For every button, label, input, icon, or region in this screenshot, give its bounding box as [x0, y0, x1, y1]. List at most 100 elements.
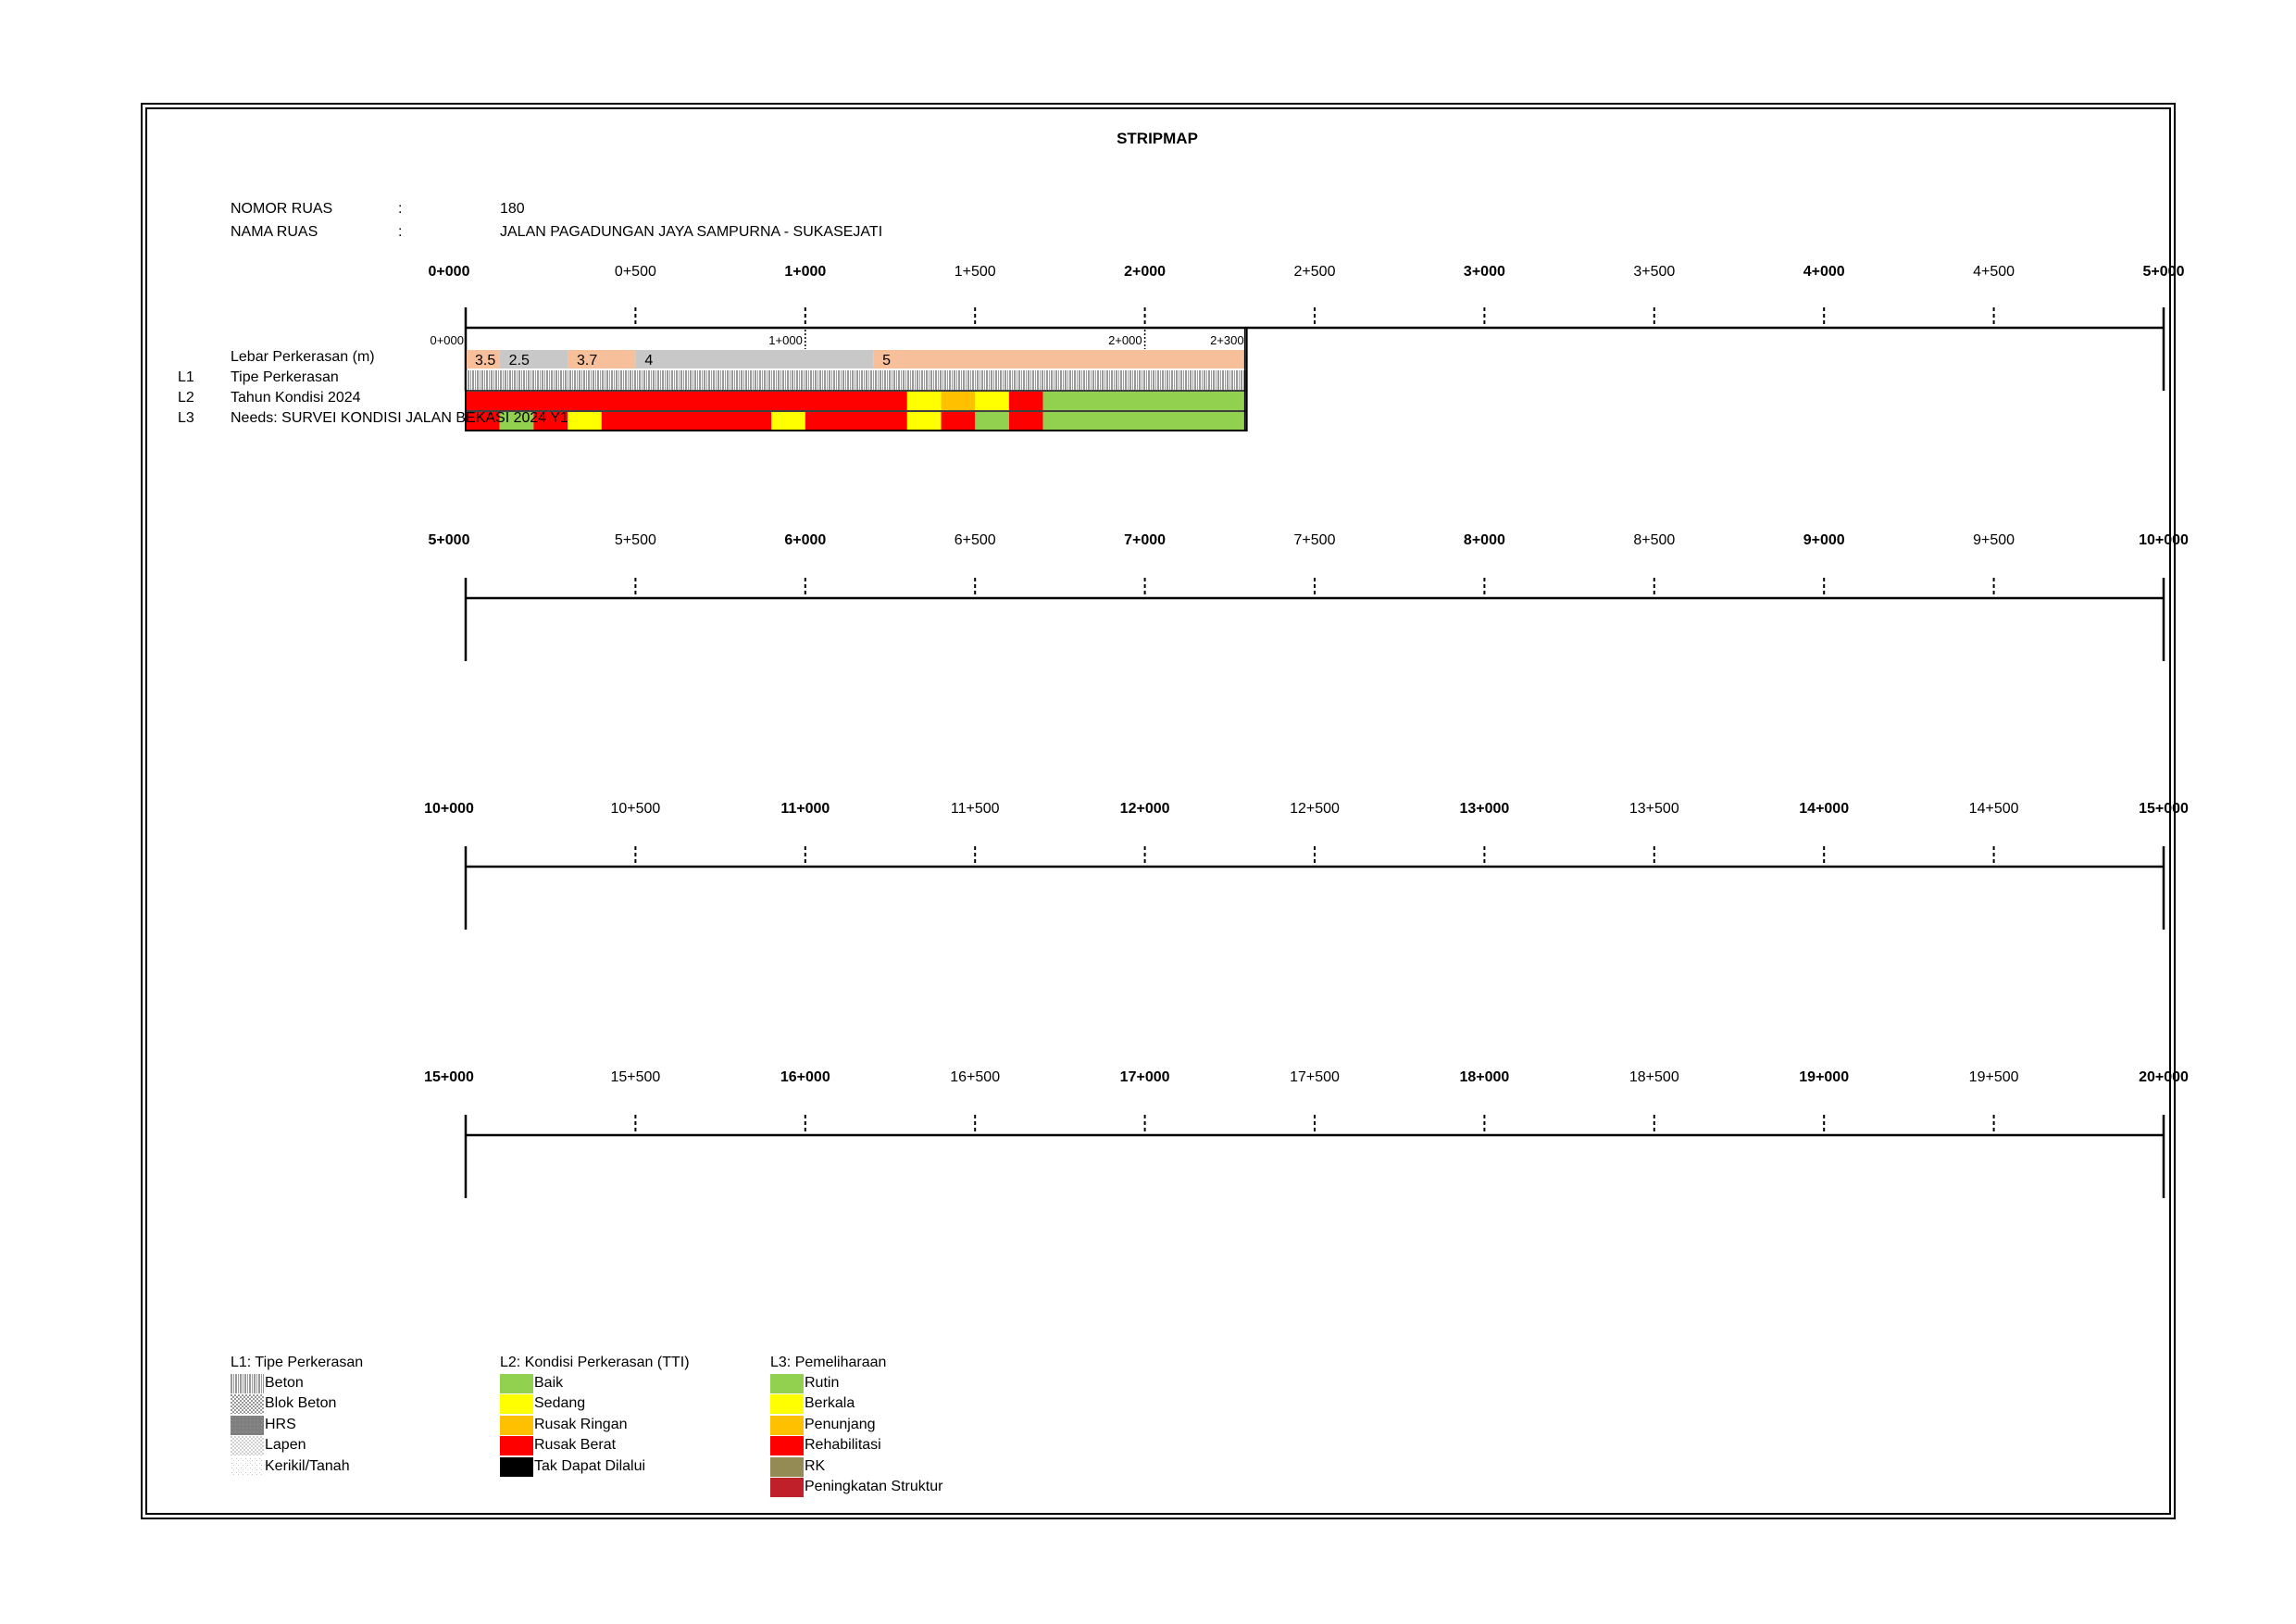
nama-ruas-label: NAMA RUAS	[231, 224, 318, 240]
axis-tick-label: 14+000	[1799, 801, 1849, 817]
legend-label: Rutin	[805, 1375, 840, 1391]
legend-item: Blok Beton	[231, 1393, 363, 1415]
needs-segment	[975, 412, 1009, 431]
legend-item: Kerikil/Tanah	[231, 1456, 363, 1477]
nama-ruas-value: JALAN PAGADUNGAN JAYA SAMPURNA - SUKASEJ…	[500, 224, 883, 240]
width-segment	[568, 350, 636, 369]
legend-swatch	[500, 1415, 533, 1435]
width-segment-label: 2.5	[509, 353, 530, 369]
legend-swatch	[770, 1374, 804, 1393]
width-segment-label: 5	[882, 353, 891, 369]
axis-tick-label: 17+500	[1290, 1069, 1340, 1085]
condition-segment	[975, 392, 1009, 410]
legend-swatch	[500, 1456, 533, 1477]
strip-outline	[465, 327, 1248, 431]
legend-item: Lapen	[231, 1435, 363, 1456]
legend-title: L1: Tipe Perkerasan	[231, 1355, 364, 1370]
axis-tick-label: 3+000	[1464, 264, 1505, 280]
axis-tick-label: 16+000	[780, 1069, 830, 1085]
needs-segment	[601, 412, 772, 431]
row-label: Tipe Perkerasan	[231, 369, 339, 385]
legend-title: L3: Pemeliharaan	[770, 1355, 887, 1370]
axis-tick-label: 6+000	[784, 532, 826, 548]
axis-tick-label: 19+000	[1799, 1069, 1849, 1085]
legend-condition: L2: Kondisi Perkerasan (TTI) Baik Sedang Ru…	[500, 1353, 690, 1477]
axis-tick-label: 13+000	[1459, 801, 1509, 817]
legend-swatch	[770, 1456, 804, 1477]
legend-label: RK	[805, 1457, 826, 1474]
axis-tick-label: 11+000	[780, 801, 830, 817]
row-code: L2	[178, 390, 194, 406]
axis-tick-label: 15+000	[424, 1069, 474, 1085]
axis-tick-label: 11+500	[951, 801, 1000, 817]
legend-swatch	[231, 1436, 264, 1456]
segment-label: 1+000	[768, 333, 803, 347]
axis-tick-label: 0+000	[429, 264, 470, 280]
axis-tick-label: 0+500	[615, 264, 656, 280]
legend-item: RK	[770, 1456, 942, 1477]
legend-swatch	[231, 1415, 264, 1435]
legend-swatch	[231, 1394, 264, 1415]
needs-segment	[1042, 412, 1247, 431]
axis-tick-label: 5+000	[429, 532, 470, 548]
axis-tick-label: 18+500	[1629, 1069, 1679, 1085]
axis-tick-label: 18+000	[1459, 1069, 1509, 1085]
segment-label: 2+000	[1108, 333, 1142, 347]
width-segment-label: 3.5	[475, 353, 495, 369]
axis-tick-label: 15+000	[2139, 801, 2189, 817]
needs-segment	[1008, 412, 1043, 431]
axis-tick-label: 12+500	[1290, 801, 1340, 817]
segment-label: 2+300	[1210, 333, 1244, 347]
legend-item: Baik	[500, 1373, 690, 1393]
axis-tick-label: 7+000	[1124, 532, 1166, 548]
legend-item: Berkala	[770, 1393, 942, 1415]
legend-label: Sedang	[534, 1395, 586, 1412]
legend-item: Penunjang	[770, 1415, 942, 1435]
axis-tick-label: 12+000	[1120, 801, 1170, 817]
needs-segment	[533, 412, 568, 431]
legend-label: Penunjang	[805, 1416, 876, 1432]
legend-item: Peningkatan Struktur	[770, 1477, 942, 1497]
legend-swatch	[770, 1415, 804, 1435]
legend-item: Sedang	[500, 1393, 690, 1415]
legend-label: Blok Beton	[265, 1395, 337, 1412]
legend-maintenance: L3: Pemeliharaan Rutin Berkala Penunjang Reh…	[770, 1353, 942, 1497]
condition-segment	[1008, 392, 1043, 410]
legend-item: Rutin	[770, 1373, 942, 1393]
legend-item: Rusak Ringan	[500, 1415, 690, 1435]
axis-tick-label: 5+500	[615, 532, 656, 548]
condition-segment	[1042, 392, 1247, 410]
condition-segment	[941, 392, 976, 410]
axis-tick-label: 13+500	[1629, 801, 1679, 817]
segment-label: 0+000	[430, 333, 464, 347]
legend-swatch	[500, 1394, 533, 1415]
row-code: L1	[178, 369, 194, 385]
legend-item: Beton	[231, 1373, 363, 1393]
axis-tick-label: 3+500	[1633, 264, 1675, 280]
legend-label: Rusak Berat	[534, 1437, 617, 1454]
legend-label: Beton	[265, 1375, 304, 1391]
condition-segment	[906, 392, 942, 410]
row-label: Needs: SURVEI KONDISI JALAN BEKASI 2024 …	[231, 410, 568, 426]
legend-item: Rusak Berat	[500, 1435, 690, 1456]
page-frame-outer	[141, 103, 2176, 1519]
axis-tick-label: 15+500	[610, 1069, 660, 1085]
nomor-ruas-colon: :	[398, 201, 403, 217]
page-title: STRIPMAP	[1117, 130, 1198, 147]
width-segment	[635, 350, 874, 369]
width-segment	[873, 350, 1247, 369]
axis-tick-label: 1+500	[955, 264, 996, 280]
width-segment-label: 4	[644, 353, 653, 369]
width-segment-label: 3.7	[577, 353, 597, 369]
axis-tick-label: 5+000	[2143, 264, 2185, 280]
axis-tick-label: 8+000	[1464, 532, 1505, 548]
row-label: Tahun Kondisi 2024	[231, 390, 361, 406]
axis-tick-label: 9+500	[1973, 532, 2015, 548]
row-label: Lebar Perkerasan (m)	[231, 349, 375, 365]
legend-label: Berkala	[805, 1395, 855, 1412]
needs-segment	[906, 412, 942, 431]
condition-segment	[466, 392, 907, 410]
legend-swatch	[770, 1436, 804, 1456]
axis-tick-label: 2+500	[1294, 264, 1336, 280]
